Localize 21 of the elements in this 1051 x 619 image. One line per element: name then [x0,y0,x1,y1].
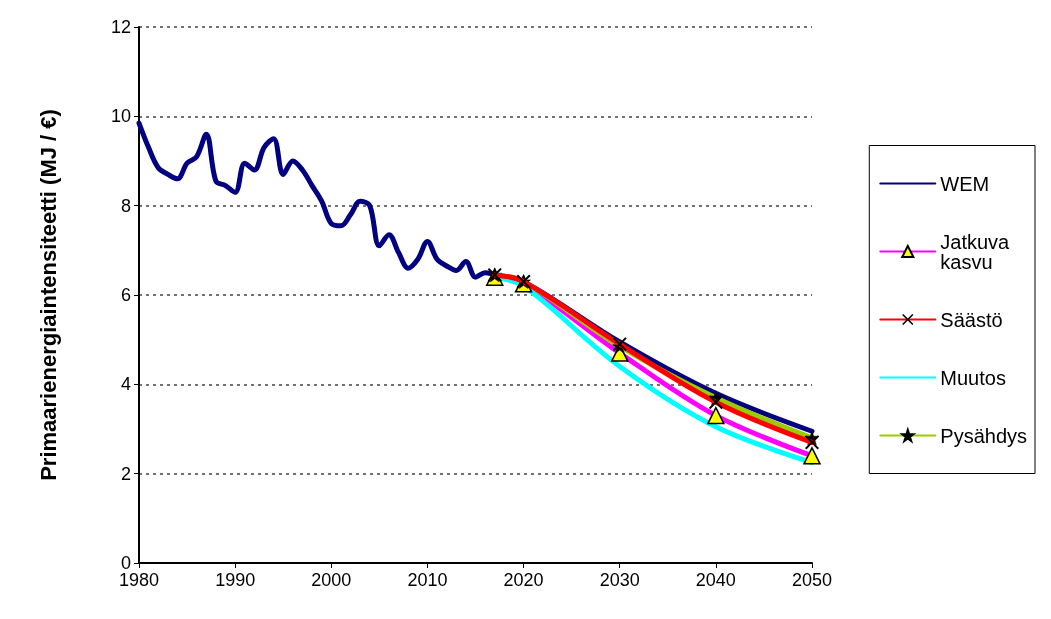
y-tick-label: 8 [120,195,131,216]
y-tick-label: 2 [120,463,131,484]
legend-label: WEM [940,172,990,195]
legend-label: Jatkuva kasvu [940,230,1015,273]
x-tick-label: 2050 [791,570,833,590]
y-tick-label: 6 [120,285,131,305]
y-tick-label: 10 [110,106,131,127]
x-tick-label: 2010 [407,570,448,590]
y-tick-label: 0 [120,553,131,573]
legend-label: Säästö [940,308,1003,331]
y-tick-label: 4 [120,374,131,395]
x-tick-label: 2000 [311,570,352,590]
x-tick-label: 1990 [215,570,256,590]
x-tick-label: 2020 [503,570,544,590]
x-tick-label: 1980 [118,570,160,590]
legend-label: Pysähdys [940,424,1028,447]
y-axis-title: Primaarienergiaintensiteetti (MJ / €) [35,109,61,481]
x-tick-label: 2030 [599,570,640,590]
y-tick-label: 12 [110,17,131,37]
legend-label: Muutos [940,366,1006,389]
x-tick-label: 2040 [695,570,736,590]
